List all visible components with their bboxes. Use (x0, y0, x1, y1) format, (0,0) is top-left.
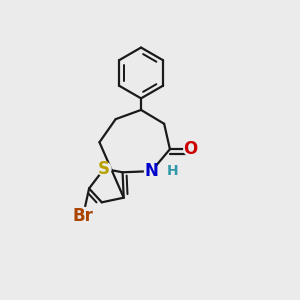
Text: Br: Br (73, 207, 94, 225)
Circle shape (74, 207, 92, 225)
Text: N: N (145, 162, 158, 180)
Text: O: O (184, 140, 198, 158)
Circle shape (145, 164, 158, 178)
Circle shape (97, 162, 111, 176)
Text: H: H (167, 164, 178, 178)
Circle shape (165, 164, 179, 178)
Circle shape (184, 142, 198, 156)
Text: S: S (98, 160, 110, 178)
